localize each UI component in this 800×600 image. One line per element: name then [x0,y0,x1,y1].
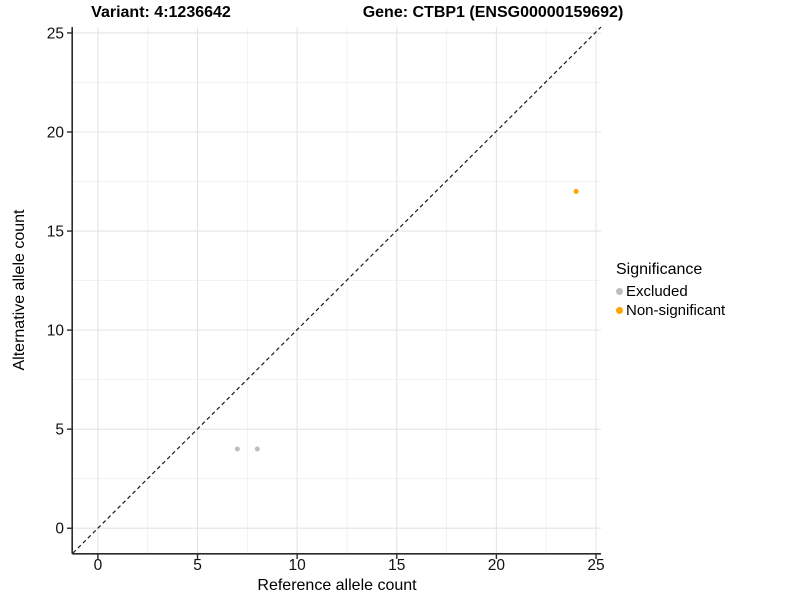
x-tick-label: 15 [388,557,405,574]
data-point-excluded [254,446,260,452]
y-tick-label: 10 [47,323,65,340]
legend-dot-icon [616,288,623,295]
y-axis-title: Alternative allele count [11,209,28,371]
identity-line [72,26,602,554]
y-tick-label: 0 [55,521,64,538]
y-tick-label: 5 [55,422,64,439]
data-point-non-significant [573,188,579,194]
y-tick-label: 15 [47,224,64,241]
x-axis-title: Reference allele count [257,577,417,594]
legend-title: Significance [616,261,703,278]
legend-item-non-significant: Non-significant [616,301,798,320]
variant-title: Variant: 4:1236642 [91,4,231,21]
y-tick-label: 25 [47,25,64,42]
legend-dot-icon [616,307,623,314]
legend-item-label: Non-significant [626,302,726,319]
gene-title: Gene: CTBP1 (ENSG00000159692) [362,4,624,21]
x-tick-label: 20 [488,557,506,574]
data-point-excluded [234,446,240,452]
significance-legend: Significance Excluded Non-significant [616,261,798,320]
x-tick-label: 25 [587,557,604,574]
y-tick-label: 20 [47,125,65,142]
x-tick-label: 0 [94,557,103,574]
legend-item-excluded: Excluded [616,282,798,301]
legend-items: Excluded Non-significant [616,282,798,320]
x-tick-label: 5 [193,557,202,574]
x-tick-label: 10 [289,557,307,574]
legend-item-label: Excluded [626,283,688,300]
